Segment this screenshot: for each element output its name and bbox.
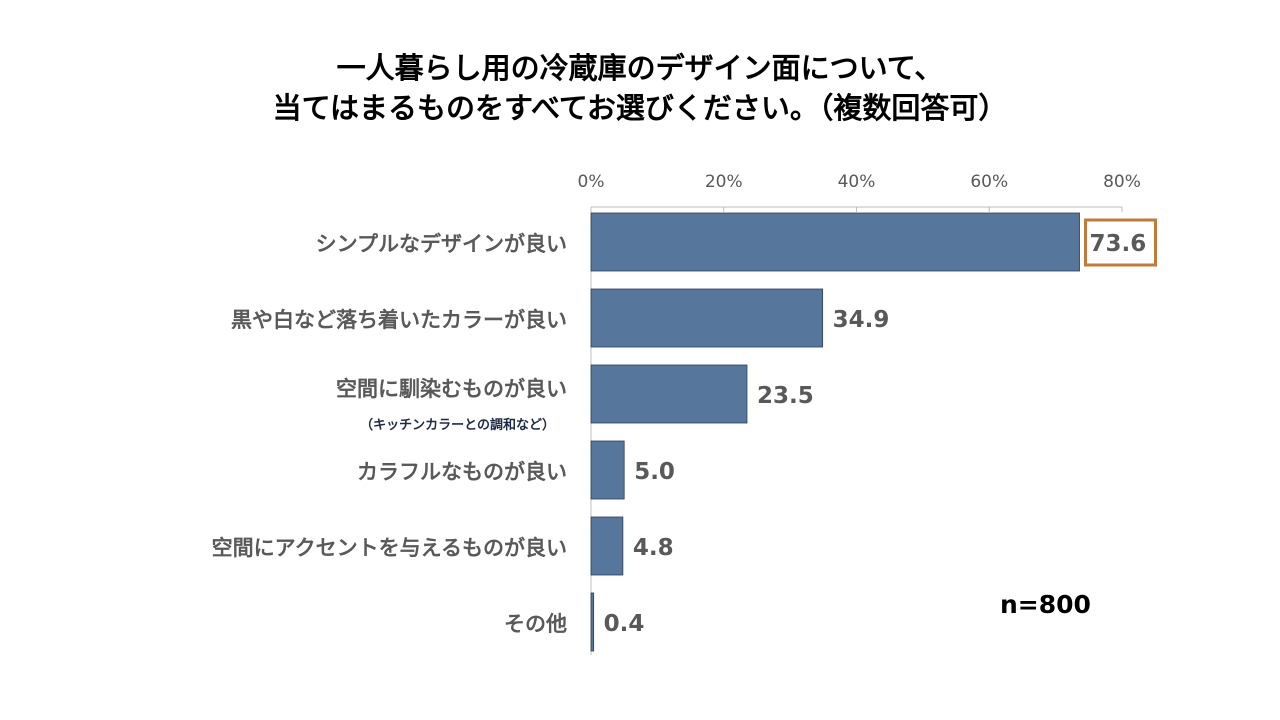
bar bbox=[590, 440, 625, 500]
bar bbox=[590, 592, 595, 652]
value-label: 5.0 bbox=[634, 459, 675, 485]
chart-title-line: 一人暮らし用の冷蔵庫のデザイン面について、 bbox=[336, 51, 944, 85]
bar bbox=[590, 288, 824, 348]
value-label: 34.9 bbox=[833, 307, 890, 333]
x-tick-label: 0% bbox=[578, 172, 605, 192]
bar bbox=[590, 364, 748, 424]
highlight-box bbox=[1084, 218, 1158, 267]
x-tick-label: 60% bbox=[970, 172, 1008, 192]
chart-title: 一人暮らし用の冷蔵庫のデザイン面について、 当てはまるものをすべてお選びください… bbox=[0, 48, 1280, 128]
value-label: 4.8 bbox=[633, 535, 674, 561]
x-tick-label: 40% bbox=[838, 172, 876, 192]
x-tick-label: 80% bbox=[1103, 172, 1141, 192]
category-label: 黒や白など落ち着いたカラーが良い bbox=[231, 308, 567, 332]
value-label: 23.5 bbox=[757, 383, 814, 409]
bar bbox=[590, 516, 624, 576]
category-label: 空間に馴染むものが良い bbox=[336, 377, 567, 401]
sample-size-label: n=800 bbox=[1000, 590, 1091, 619]
category-label: 空間にアクセントを与えるものが良い bbox=[212, 536, 567, 560]
chart-title-line: 当てはまるものをすべてお選びください。（複数回答可） bbox=[272, 91, 1008, 125]
category-label: シンプルなデザインが良い bbox=[316, 232, 567, 256]
bar bbox=[590, 212, 1080, 272]
value-label: 0.4 bbox=[604, 611, 645, 637]
category-note: （キッチンカラーとの調和など） bbox=[360, 417, 555, 433]
category-label: カラフルなものが良い bbox=[357, 460, 567, 484]
category-label: その他 bbox=[504, 612, 567, 636]
value-label: 73.6 bbox=[1090, 231, 1147, 257]
x-tick-label: 20% bbox=[705, 172, 743, 192]
